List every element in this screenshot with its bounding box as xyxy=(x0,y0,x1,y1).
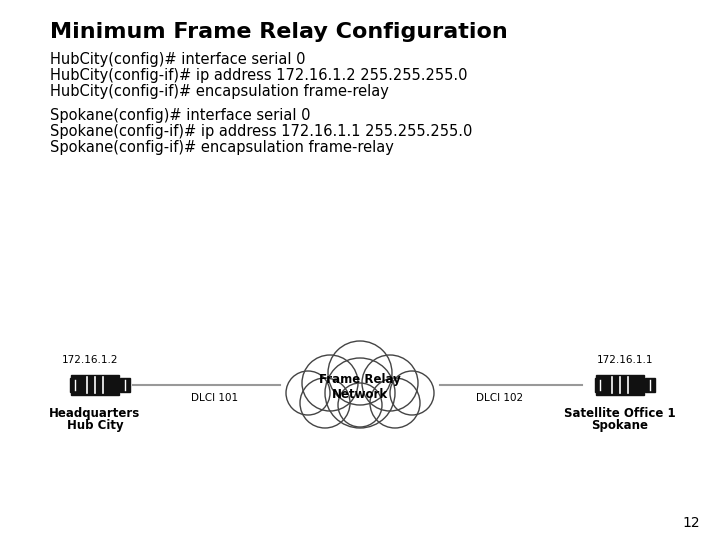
Text: DLCI 101: DLCI 101 xyxy=(192,393,238,403)
Text: Spokane(config)# interface serial 0: Spokane(config)# interface serial 0 xyxy=(50,108,310,123)
Circle shape xyxy=(300,378,350,428)
FancyBboxPatch shape xyxy=(71,375,119,395)
FancyBboxPatch shape xyxy=(596,375,644,395)
Text: Spokane: Spokane xyxy=(592,419,649,432)
Text: 12: 12 xyxy=(683,516,700,530)
FancyBboxPatch shape xyxy=(70,378,80,392)
Circle shape xyxy=(286,371,330,415)
Text: DLCI 102: DLCI 102 xyxy=(477,393,523,403)
Text: Network: Network xyxy=(332,388,388,402)
Text: Frame Relay: Frame Relay xyxy=(319,373,401,386)
Text: 172.16.1.1: 172.16.1.1 xyxy=(597,355,653,365)
Text: Headquarters: Headquarters xyxy=(50,407,140,420)
Text: HubCity(config-if)# ip address 172.16.1.2 255.255.255.0: HubCity(config-if)# ip address 172.16.1.… xyxy=(50,68,467,83)
FancyBboxPatch shape xyxy=(120,378,130,392)
Circle shape xyxy=(370,378,420,428)
Text: Spokane(config-if)# encapsulation frame-relay: Spokane(config-if)# encapsulation frame-… xyxy=(50,140,394,155)
Text: Spokane(config-if)# ip address 172.16.1.1 255.255.255.0: Spokane(config-if)# ip address 172.16.1.… xyxy=(50,124,472,139)
FancyBboxPatch shape xyxy=(595,378,605,392)
Text: Satellite Office 1: Satellite Office 1 xyxy=(564,407,676,420)
Circle shape xyxy=(338,383,382,427)
Text: 172.16.1.2: 172.16.1.2 xyxy=(62,355,118,365)
Text: Minimum Frame Relay Configuration: Minimum Frame Relay Configuration xyxy=(50,22,508,42)
Text: Hub City: Hub City xyxy=(67,419,123,432)
FancyBboxPatch shape xyxy=(645,378,655,392)
Text: HubCity(config-if)# encapsulation frame-relay: HubCity(config-if)# encapsulation frame-… xyxy=(50,84,389,99)
Circle shape xyxy=(362,355,418,411)
Text: HubCity(config)# interface serial 0: HubCity(config)# interface serial 0 xyxy=(50,52,305,67)
Circle shape xyxy=(302,355,358,411)
Circle shape xyxy=(390,371,434,415)
Circle shape xyxy=(325,358,395,428)
Circle shape xyxy=(328,341,392,405)
